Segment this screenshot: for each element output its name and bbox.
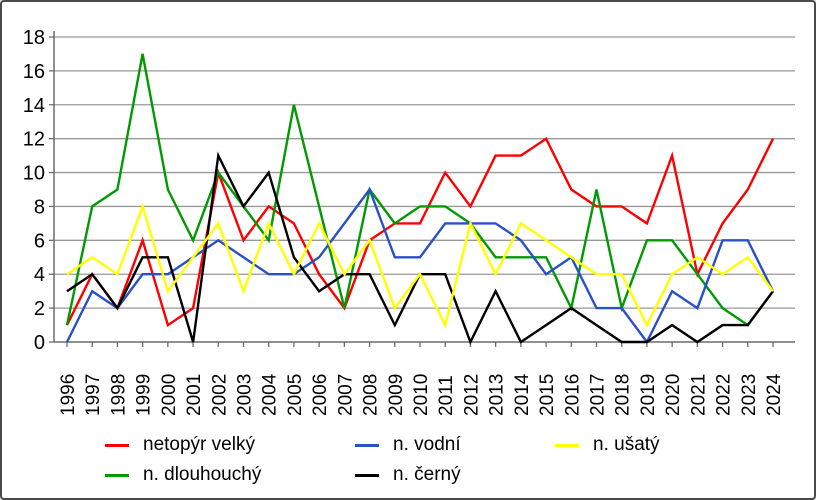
x-axis-label: 2007 — [335, 374, 356, 416]
x-axis-label: 2009 — [386, 374, 407, 416]
yellow-line-swatch — [555, 443, 579, 447]
y-axis-label: 0 — [34, 332, 45, 354]
x-axis-label: 2016 — [562, 374, 583, 416]
x-axis-label: 2006 — [310, 374, 331, 416]
x-axis-label: 2013 — [487, 374, 508, 416]
series-line-3 — [66, 151, 774, 346]
y-axis-label: 12 — [23, 129, 45, 151]
x-axis-label: 2003 — [235, 374, 256, 416]
x-axis-label: 2001 — [184, 374, 205, 416]
x-axis-label: 2008 — [361, 374, 382, 416]
legend-item-netopyr-velky: netopýr velký — [105, 434, 355, 456]
y-axis-label: 16 — [23, 61, 45, 83]
y-axis-label: 14 — [23, 95, 45, 117]
x-axis-label: 2022 — [714, 374, 735, 416]
series-line-2 — [65, 187, 775, 345]
x-axis-label: 1999 — [134, 374, 155, 416]
x-axis-label: 2005 — [285, 374, 306, 416]
legend-row: n. dlouhouchý n. černý — [105, 460, 814, 490]
x-axis-label: 2021 — [688, 374, 709, 416]
series-line-1 — [65, 53, 774, 327]
chart-legend: netopýr velký n. vodní n. ušatý n. dlouh… — [2, 430, 814, 490]
x-axis-label: 1996 — [58, 374, 79, 416]
legend-row: netopýr velký n. vodní n. ušatý — [105, 430, 814, 460]
legend-label: n. dlouhouchý — [143, 464, 262, 485]
legend-item-n-dlouhouchy: n. dlouhouchý — [105, 464, 355, 486]
legend-label: n. vodní — [393, 434, 461, 455]
x-axis-label: 2023 — [739, 374, 760, 416]
y-axis-label: 4 — [34, 264, 45, 286]
y-axis-label: 2 — [34, 298, 45, 320]
legend-item-n-usaty: n. ušatý — [555, 434, 660, 456]
x-axis-label: 2012 — [461, 374, 482, 416]
x-axis-label: 2014 — [512, 373, 533, 416]
x-axis-label: 1997 — [83, 374, 104, 416]
y-axis-label: 8 — [34, 196, 45, 218]
series-line-0 — [65, 136, 775, 328]
legend-item-n-vodni: n. vodní — [355, 434, 555, 456]
black-line-swatch — [355, 473, 379, 477]
series-line-4 — [66, 202, 774, 329]
x-axis-label: 1998 — [108, 374, 129, 416]
y-axis-label: 6 — [34, 230, 45, 252]
blue-line-swatch — [355, 443, 379, 447]
x-axis-label: 2018 — [613, 374, 634, 416]
x-axis-label: 2020 — [663, 374, 684, 416]
legend-item-n-cerny: n. černý — [355, 464, 555, 486]
legend-label: netopýr velký — [143, 434, 255, 455]
green-line-swatch — [105, 473, 129, 477]
x-axis-label: 2017 — [588, 374, 609, 416]
legend-label: n. černý — [393, 464, 461, 485]
legend-label: n. ušatý — [593, 434, 660, 455]
x-axis-label: 2024 — [764, 373, 785, 416]
x-axis-label: 2015 — [537, 374, 558, 416]
x-axis-label: 2019 — [638, 374, 659, 416]
x-axis-label: 2000 — [159, 374, 180, 416]
x-axis-label: 2002 — [209, 374, 230, 416]
x-axis-label: 2010 — [411, 374, 432, 416]
y-axis-label: 10 — [23, 163, 45, 185]
y-axis-label: 18 — [23, 27, 45, 49]
x-axis-label: 2011 — [436, 375, 457, 416]
red-line-swatch — [105, 443, 129, 447]
x-axis-label: 2004 — [260, 373, 281, 416]
